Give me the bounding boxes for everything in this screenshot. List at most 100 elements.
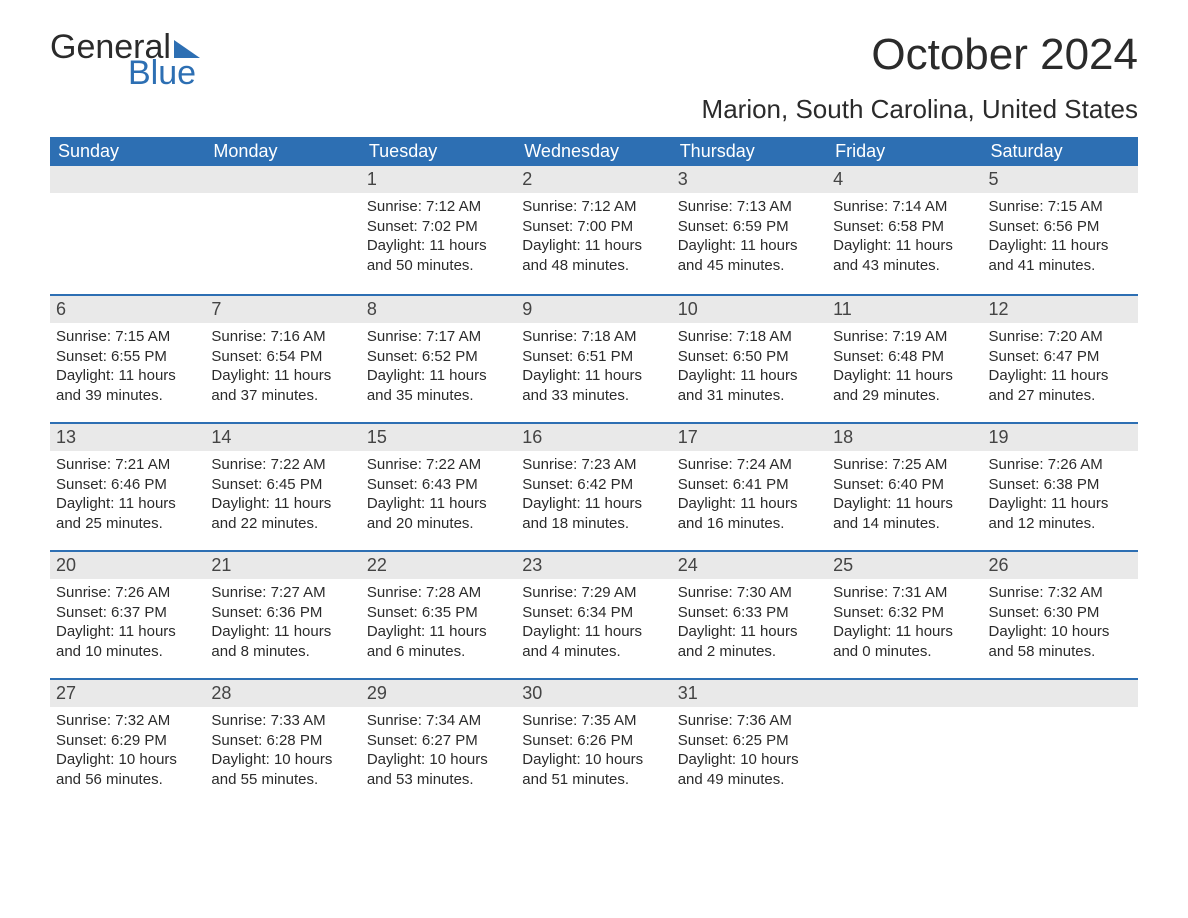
sunrise-line: Sunrise: 7:26 AM	[989, 455, 1132, 475]
day-number: 18	[827, 424, 982, 451]
sunrise-line: Sunrise: 7:25 AM	[833, 455, 976, 475]
daylight-line-1: Daylight: 11 hours	[211, 622, 354, 642]
sunrise-line: Sunrise: 7:22 AM	[211, 455, 354, 475]
sunrise-line: Sunrise: 7:15 AM	[56, 327, 199, 347]
sunrise-line: Sunrise: 7:27 AM	[211, 583, 354, 603]
sunrise-line: Sunrise: 7:33 AM	[211, 711, 354, 731]
calendar-day	[205, 166, 360, 294]
sunset-line: Sunset: 6:45 PM	[211, 475, 354, 495]
sunrise-line: Sunrise: 7:12 AM	[367, 197, 510, 217]
daylight-line-1: Daylight: 11 hours	[833, 366, 976, 386]
sunset-line: Sunset: 6:50 PM	[678, 347, 821, 367]
calendar-day: 7Sunrise: 7:16 AMSunset: 6:54 PMDaylight…	[205, 296, 360, 422]
calendar-day: 22Sunrise: 7:28 AMSunset: 6:35 PMDayligh…	[361, 552, 516, 678]
sunset-line: Sunset: 6:52 PM	[367, 347, 510, 367]
daylight-line-2: and 53 minutes.	[367, 770, 510, 790]
daylight-line-2: and 22 minutes.	[211, 514, 354, 534]
sunset-line: Sunset: 6:42 PM	[522, 475, 665, 495]
sunset-line: Sunset: 6:46 PM	[56, 475, 199, 495]
sunset-line: Sunset: 6:55 PM	[56, 347, 199, 367]
daylight-line-2: and 10 minutes.	[56, 642, 199, 662]
calendar-day: 30Sunrise: 7:35 AMSunset: 6:26 PMDayligh…	[516, 680, 671, 806]
sunset-line: Sunset: 6:51 PM	[522, 347, 665, 367]
daylight-line-1: Daylight: 11 hours	[678, 366, 821, 386]
day-number: 10	[672, 296, 827, 323]
sunset-line: Sunset: 6:38 PM	[989, 475, 1132, 495]
calendar-day: 28Sunrise: 7:33 AMSunset: 6:28 PMDayligh…	[205, 680, 360, 806]
sunrise-line: Sunrise: 7:18 AM	[678, 327, 821, 347]
day-number: 13	[50, 424, 205, 451]
daylight-line-1: Daylight: 11 hours	[367, 622, 510, 642]
day-number	[205, 166, 360, 193]
daylight-line-2: and 43 minutes.	[833, 256, 976, 276]
daylight-line-2: and 12 minutes.	[989, 514, 1132, 534]
calendar-day: 9Sunrise: 7:18 AMSunset: 6:51 PMDaylight…	[516, 296, 671, 422]
sunset-line: Sunset: 6:48 PM	[833, 347, 976, 367]
day-number: 22	[361, 552, 516, 579]
daylight-line-1: Daylight: 10 hours	[367, 750, 510, 770]
sunset-line: Sunset: 6:36 PM	[211, 603, 354, 623]
sunset-line: Sunset: 6:27 PM	[367, 731, 510, 751]
sunrise-line: Sunrise: 7:23 AM	[522, 455, 665, 475]
daylight-line-2: and 48 minutes.	[522, 256, 665, 276]
daylight-line-1: Daylight: 10 hours	[522, 750, 665, 770]
calendar-day: 24Sunrise: 7:30 AMSunset: 6:33 PMDayligh…	[672, 552, 827, 678]
calendar-day: 12Sunrise: 7:20 AMSunset: 6:47 PMDayligh…	[983, 296, 1138, 422]
daylight-line-2: and 16 minutes.	[678, 514, 821, 534]
daylight-line-1: Daylight: 10 hours	[989, 622, 1132, 642]
sunrise-line: Sunrise: 7:24 AM	[678, 455, 821, 475]
calendar-week: 20Sunrise: 7:26 AMSunset: 6:37 PMDayligh…	[50, 550, 1138, 678]
daylight-line-1: Daylight: 11 hours	[678, 622, 821, 642]
sunrise-line: Sunrise: 7:32 AM	[56, 711, 199, 731]
daylight-line-1: Daylight: 11 hours	[522, 236, 665, 256]
weekday-header: Thursday	[672, 137, 827, 166]
daylight-line-1: Daylight: 11 hours	[211, 494, 354, 514]
sunrise-line: Sunrise: 7:34 AM	[367, 711, 510, 731]
calendar-day: 31Sunrise: 7:36 AMSunset: 6:25 PMDayligh…	[672, 680, 827, 806]
sunset-line: Sunset: 7:02 PM	[367, 217, 510, 237]
daylight-line-1: Daylight: 11 hours	[522, 622, 665, 642]
day-number: 7	[205, 296, 360, 323]
calendar-day: 17Sunrise: 7:24 AMSunset: 6:41 PMDayligh…	[672, 424, 827, 550]
day-number: 23	[516, 552, 671, 579]
sunrise-line: Sunrise: 7:20 AM	[989, 327, 1132, 347]
daylight-line-2: and 25 minutes.	[56, 514, 199, 534]
daylight-line-2: and 51 minutes.	[522, 770, 665, 790]
weekday-header-row: SundayMondayTuesdayWednesdayThursdayFrid…	[50, 137, 1138, 166]
sunrise-line: Sunrise: 7:32 AM	[989, 583, 1132, 603]
calendar-day: 20Sunrise: 7:26 AMSunset: 6:37 PMDayligh…	[50, 552, 205, 678]
day-number: 30	[516, 680, 671, 707]
day-number: 25	[827, 552, 982, 579]
daylight-line-2: and 58 minutes.	[989, 642, 1132, 662]
calendar-week: 6Sunrise: 7:15 AMSunset: 6:55 PMDaylight…	[50, 294, 1138, 422]
day-number: 1	[361, 166, 516, 193]
daylight-line-2: and 8 minutes.	[211, 642, 354, 662]
weekday-header: Wednesday	[516, 137, 671, 166]
calendar-day: 13Sunrise: 7:21 AMSunset: 6:46 PMDayligh…	[50, 424, 205, 550]
day-number: 5	[983, 166, 1138, 193]
calendar-day: 3Sunrise: 7:13 AMSunset: 6:59 PMDaylight…	[672, 166, 827, 294]
daylight-line-1: Daylight: 11 hours	[367, 236, 510, 256]
daylight-line-1: Daylight: 10 hours	[211, 750, 354, 770]
calendar-day: 11Sunrise: 7:19 AMSunset: 6:48 PMDayligh…	[827, 296, 982, 422]
calendar-day: 10 Sunrise: 7:18 AMSunset: 6:50 PMDayligh…	[672, 296, 827, 422]
sunset-line: Sunset: 7:00 PM	[522, 217, 665, 237]
daylight-line-2: and 35 minutes.	[367, 386, 510, 406]
calendar-day: 4Sunrise: 7:14 AMSunset: 6:58 PMDaylight…	[827, 166, 982, 294]
sunset-line: Sunset: 6:33 PM	[678, 603, 821, 623]
day-number: 9	[516, 296, 671, 323]
sunset-line: Sunset: 6:41 PM	[678, 475, 821, 495]
calendar-day: 16Sunrise: 7:23 AMSunset: 6:42 PMDayligh…	[516, 424, 671, 550]
sunrise-line: Sunrise: 7:12 AM	[522, 197, 665, 217]
day-number: 28	[205, 680, 360, 707]
sunset-line: Sunset: 6:56 PM	[989, 217, 1132, 237]
day-number: 29	[361, 680, 516, 707]
calendar-day: 1 Sunrise: 7:12 AMSunset: 7:02 PMDaylight…	[361, 166, 516, 294]
calendar-day: 25Sunrise: 7:31 AMSunset: 6:32 PMDayligh…	[827, 552, 982, 678]
daylight-line-1: Daylight: 10 hours	[56, 750, 199, 770]
daylight-line-1: Daylight: 11 hours	[56, 622, 199, 642]
day-number	[983, 680, 1138, 707]
sunset-line: Sunset: 6:37 PM	[56, 603, 199, 623]
daylight-line-2: and 20 minutes.	[367, 514, 510, 534]
sunrise-line: Sunrise: 7:18 AM	[522, 327, 665, 347]
